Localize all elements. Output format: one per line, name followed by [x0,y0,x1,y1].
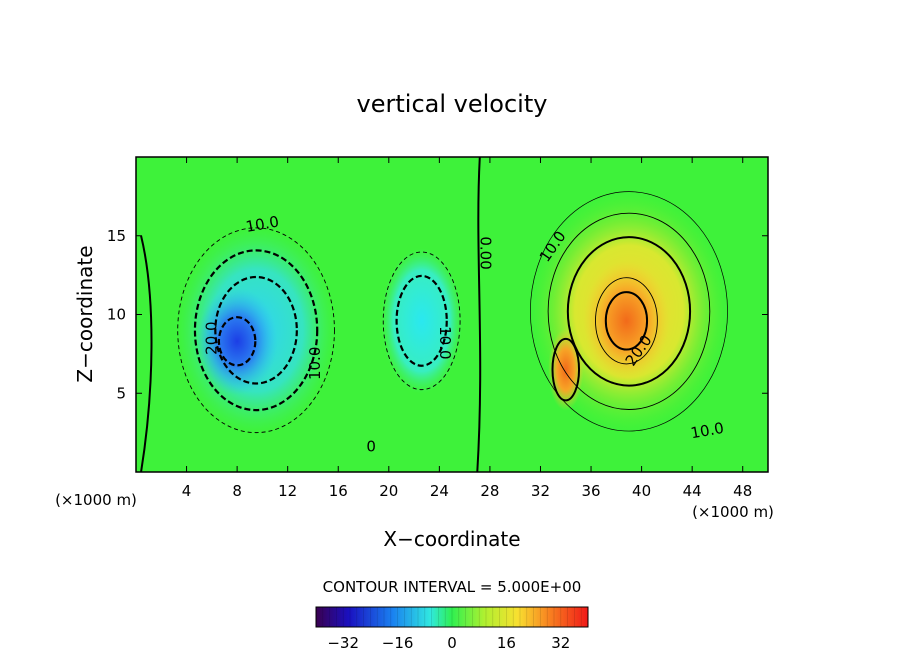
x-tick-label: 4 [182,482,192,500]
contour-line-updraft-core-1 [604,291,649,351]
contour-label: 10.0 [244,212,280,236]
contour-label: 0 [366,437,376,455]
y-tick-label: 10 [107,306,126,324]
contour-line-downdraft-outer-2 [214,275,298,385]
x-tick-label: 12 [278,482,297,500]
colorbar-tick-label: −32 [327,634,359,652]
x-unit-label: (×1000 m) [692,503,774,521]
contour-line-downdraft-secondary-0 [382,251,461,391]
x-tick-label: 28 [480,482,499,500]
x-axis: 4 8 12 16 20 24 28 32 36 40 44 48 [182,157,752,500]
y-axis-title: Z−coordinate [73,245,97,382]
contour-line-downdraft-outer-0 [177,227,335,434]
y-axis: 5 10 15 [107,227,768,402]
y-tick-label: 5 [116,384,126,402]
contour-line-updraft-core-0 [595,277,658,365]
x-tick-label: 40 [632,482,651,500]
x-tick-label: 24 [430,482,449,500]
contour-line-updraft-outer-2 [566,236,692,387]
colorbar-frame [315,606,589,628]
colorbar-ticks: −32 −16 0 16 32 [327,634,570,652]
colorbar-tick-label: −16 [382,634,414,652]
colorbar-tick-label: 32 [551,634,570,652]
contour-label: 10.0 [436,326,454,359]
colorbar-tick-label: 16 [497,634,516,652]
contour-line-downdraft-core-0 [217,316,257,367]
contour-line-zero [476,157,482,472]
x-tick-label: 20 [379,482,398,500]
contour-interval-text: CONTOUR INTERVAL = 5.000E+00 [323,578,582,596]
colorbar: −32 −16 0 16 32 [315,606,589,652]
colorbar-tick-label: 0 [447,634,457,652]
y-unit-label: (×1000 m) [55,491,137,509]
x-tick-label: 8 [232,482,242,500]
contour-line-updraft-outer-0 [530,191,728,432]
contour-label: 10.0 [689,419,725,443]
contour-layer [140,157,728,472]
field-cell-updraft-core [583,260,670,381]
x-axis-title: X−coordinate [383,527,520,551]
x-tick-label: 36 [581,482,600,500]
x-tick-label: 48 [733,482,752,500]
contour-line-updraft-core-left-0 [551,337,581,402]
colorbar-stripes [315,607,589,627]
y-tick-label: 15 [107,227,126,245]
contour-line-downdraft-secondary-1 [395,274,448,367]
colorbar-gradient [316,607,588,627]
x-tick-label: 32 [531,482,550,500]
field-cell-downdraft-secondary [381,248,463,394]
contour-label: 0.00 [476,236,494,269]
x-tick-label: 44 [683,482,702,500]
contour-label: 20.0 [202,321,220,354]
contour-line-zero-left [140,235,153,472]
contour-label: 10.0 [306,347,324,380]
x-tick-label: 16 [329,482,348,500]
contour-line-downdraft-outer-1 [193,249,319,412]
chart-title: vertical velocity [357,90,548,118]
contour-line-updraft-outer-1 [547,212,711,410]
